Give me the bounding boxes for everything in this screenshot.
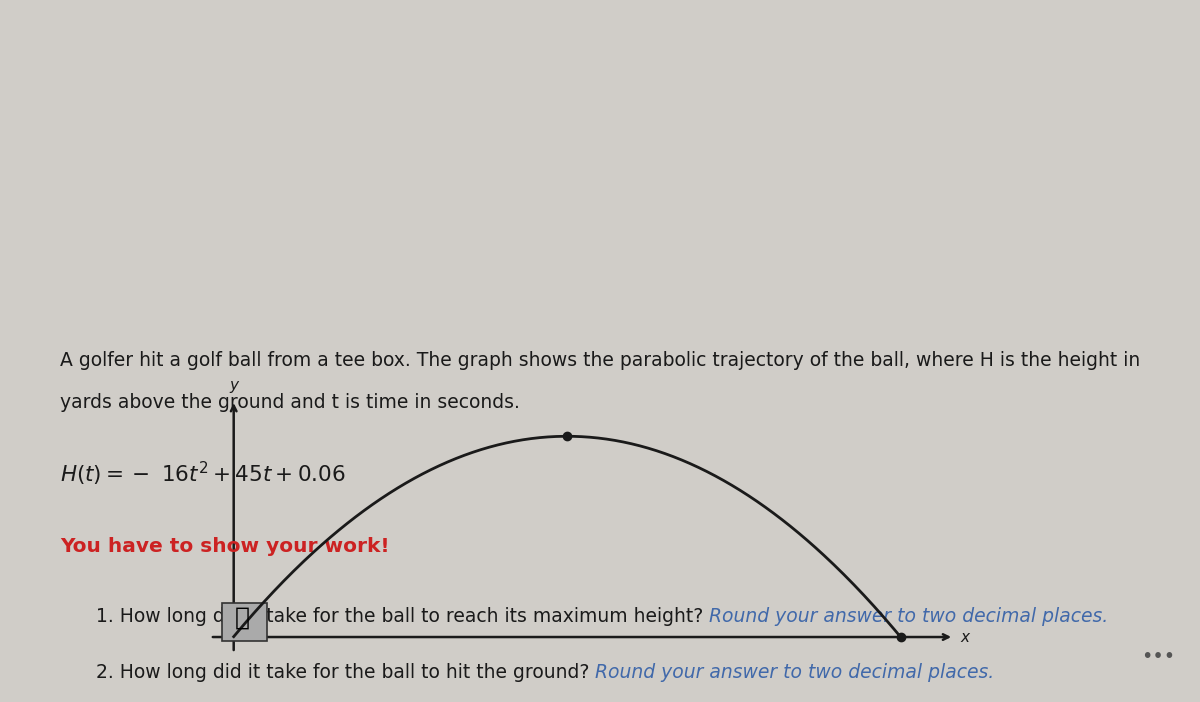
Text: 1. How long did it take for the ball to reach its maximum height?: 1. How long did it take for the ball to … (96, 607, 703, 626)
Text: 2. How long did it take for the ball to hit the ground?: 2. How long did it take for the ball to … (96, 663, 589, 682)
Text: Round your answer to two decimal places.: Round your answer to two decimal places. (589, 663, 995, 682)
Text: yards above the ground and t is time in seconds.: yards above the ground and t is time in … (60, 393, 520, 412)
Text: You have to show your work!: You have to show your work! (60, 537, 390, 556)
Text: $H(t) = -\ 16t^2 + 45t + 0.06$: $H(t) = -\ 16t^2 + 45t + 0.06$ (60, 460, 346, 488)
Text: x: x (960, 630, 970, 644)
Text: A golfer hit a golf ball from a tee box. The graph shows the parabolic trajector: A golfer hit a golf ball from a tee box.… (60, 351, 1140, 370)
FancyBboxPatch shape (222, 602, 268, 641)
Text: y: y (229, 378, 239, 393)
Text: 🏌: 🏌 (235, 606, 250, 630)
Text: Round your answer to two decimal places.: Round your answer to two decimal places. (703, 607, 1109, 626)
Text: •••: ••• (1141, 647, 1175, 666)
